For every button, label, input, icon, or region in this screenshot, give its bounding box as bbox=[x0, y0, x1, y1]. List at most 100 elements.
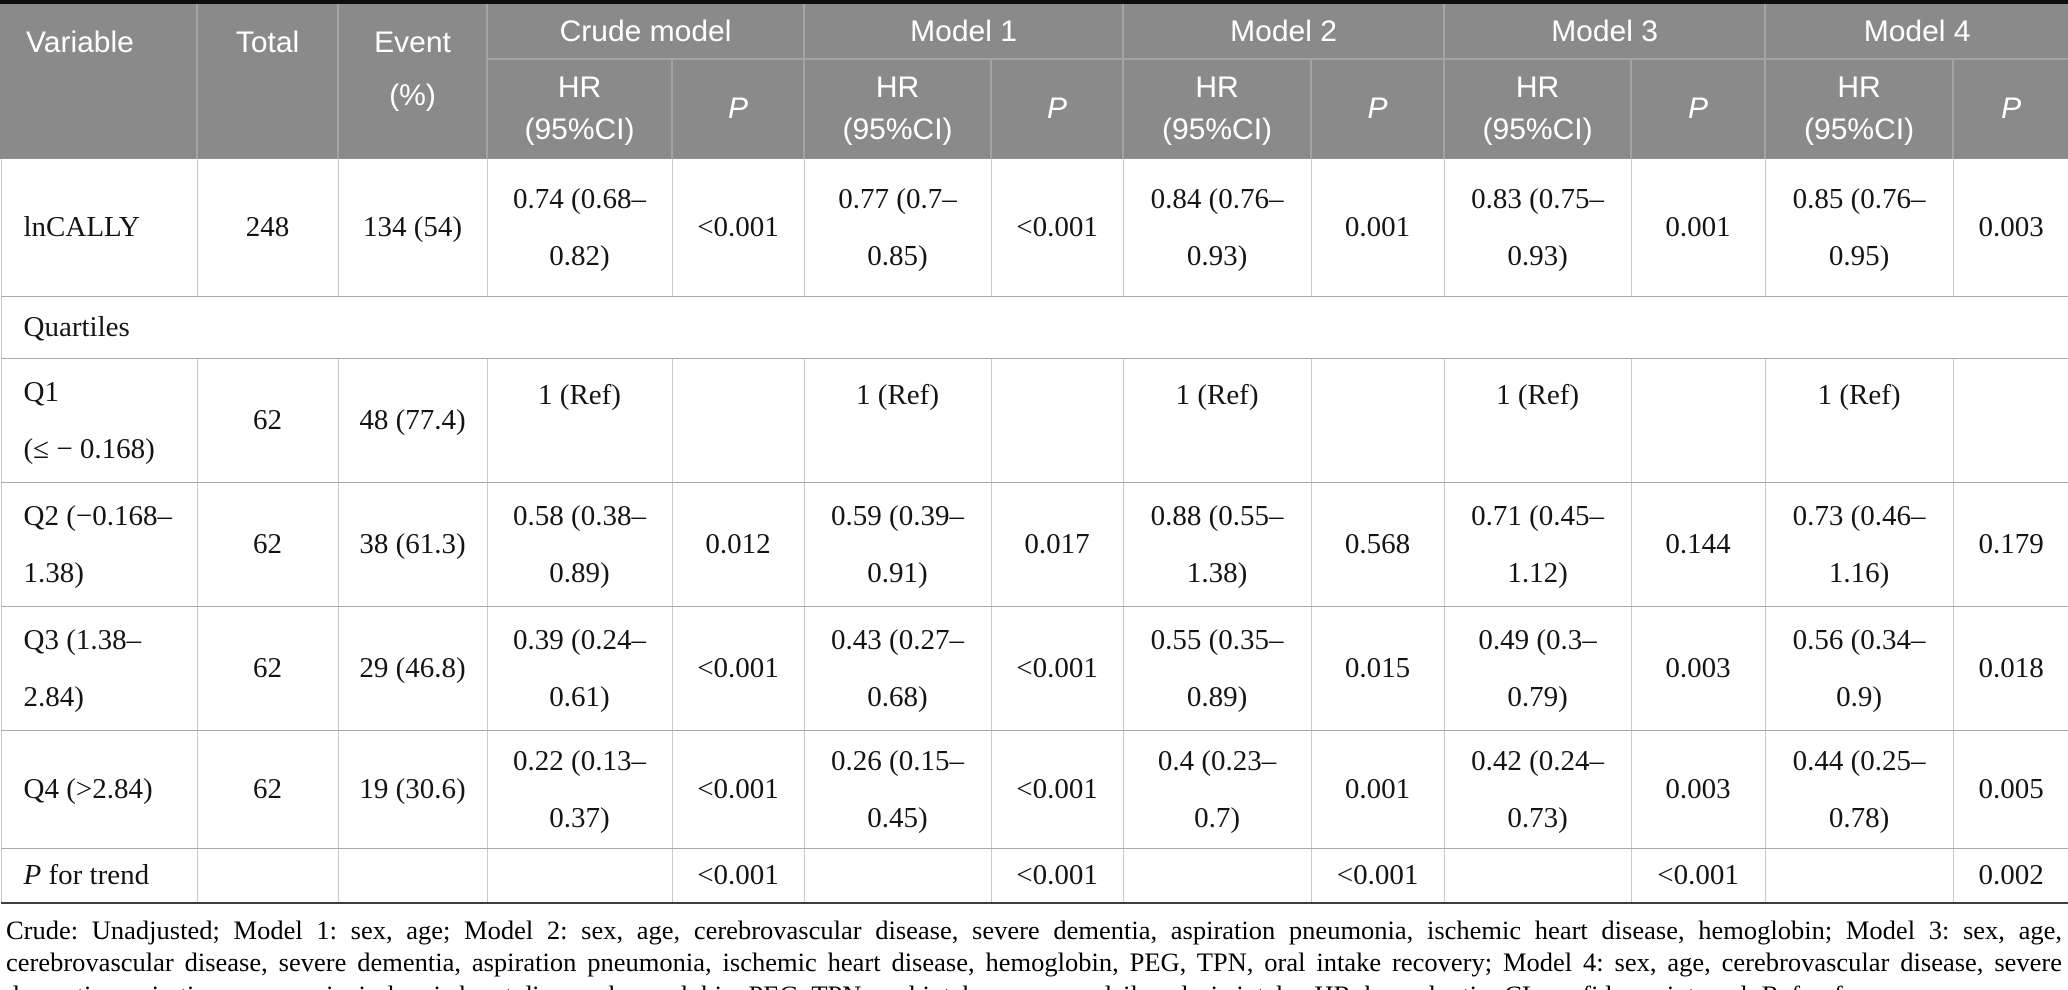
cell-lncally-p-crude: <0.001 bbox=[671, 158, 805, 297]
cell-q4-hr-m2: 0.4 (0.23– 0.7) bbox=[1122, 729, 1312, 850]
row-lncally: lnCALLY 248 134 (54) 0.74 (0.68– 0.82) <… bbox=[0, 158, 2068, 297]
cell-q4-hr-crude: 0.22 (0.13– 0.37) bbox=[486, 729, 673, 850]
cell-q4-hr-m3: 0.42 (0.24– 0.73) bbox=[1443, 729, 1632, 850]
cell-q1-hr-m4: 1 (Ref) bbox=[1764, 358, 1954, 483]
row-quartiles-label: Quartiles bbox=[0, 296, 2068, 359]
cell-q4-event: 19 (30.6) bbox=[337, 729, 488, 850]
cell-q3-p-crude: <0.001 bbox=[671, 606, 805, 731]
cell-q1-p-crude bbox=[671, 358, 805, 483]
cell-q2-total: 62 bbox=[196, 482, 339, 607]
header-variable: Variable bbox=[0, 1, 198, 159]
cell-lncally-hr-m3: 0.83 (0.75– 0.93) bbox=[1443, 158, 1632, 297]
cell-q1-total: 62 bbox=[196, 358, 339, 483]
row-q4: Q4 (>2.84) 62 19 (30.6) 0.22 (0.13– 0.37… bbox=[0, 729, 2068, 850]
cell-q3-hr-crude: 0.39 (0.24– 0.61) bbox=[486, 606, 673, 731]
cell-q1-hr-m3: 1 (Ref) bbox=[1443, 358, 1632, 483]
cell-q1-p-m3 bbox=[1630, 358, 1766, 483]
header-p-model-3: P bbox=[1630, 58, 1767, 159]
cell-q2-hr-m2: 0.88 (0.55– 1.38) bbox=[1122, 482, 1312, 607]
cell-lncally-hr-m4: 0.85 (0.76– 0.95) bbox=[1764, 158, 1954, 297]
cell-q3-p-m1: <0.001 bbox=[990, 606, 1124, 731]
cell-q3-hr-m1: 0.43 (0.27– 0.68) bbox=[803, 606, 992, 731]
cell-q4-variable: Q4 (>2.84) bbox=[0, 729, 198, 850]
cell-quartiles-label: Quartiles bbox=[0, 296, 2068, 359]
header-hr-model-2: HR (95%CI) bbox=[1122, 58, 1313, 159]
cell-lncally-p-m2: 0.001 bbox=[1310, 158, 1445, 297]
row-q3: Q3 (1.38– 2.84) 62 29 (46.8) 0.39 (0.24–… bbox=[0, 606, 2068, 731]
cell-trend-hr-m3 bbox=[1443, 848, 1632, 904]
header-p-model-1: P bbox=[990, 58, 1125, 159]
header-event: Event (%) bbox=[337, 1, 488, 159]
cell-q3-total: 62 bbox=[196, 606, 339, 731]
header-p-model-4: P bbox=[1952, 58, 2068, 159]
header-model-2: Model 2 bbox=[1122, 1, 1446, 60]
cell-q1-p-m2 bbox=[1310, 358, 1445, 483]
cell-trend-p-m1: <0.001 bbox=[990, 848, 1124, 904]
trend-label-text: for trend bbox=[41, 858, 150, 891]
hazard-ratio-results-table: Variable Total Event (%) Crude model Mod… bbox=[0, 0, 2068, 904]
cell-q3-p-m4: 0.018 bbox=[1952, 606, 2068, 731]
cell-q2-event: 38 (61.3) bbox=[337, 482, 488, 607]
header-hr-model-4: HR (95%CI) bbox=[1764, 58, 1955, 159]
header-row-models: Variable Total Event (%) Crude model Mod… bbox=[0, 1, 2068, 159]
cell-q4-p-m1: <0.001 bbox=[990, 729, 1124, 850]
header-crude-model: Crude model bbox=[485, 1, 806, 60]
cell-lncally-event: 134 (54) bbox=[337, 158, 488, 297]
header-hr-model-1: HR (95%CI) bbox=[803, 58, 993, 159]
cell-q4-total: 62 bbox=[196, 729, 339, 850]
cell-lncally-hr-m2: 0.84 (0.76– 0.93) bbox=[1122, 158, 1312, 297]
cell-q4-p-m4: 0.005 bbox=[1952, 729, 2068, 850]
cell-q1-hr-crude: 1 (Ref) bbox=[486, 358, 673, 483]
cell-q3-hr-m3: 0.49 (0.3– 0.79) bbox=[1443, 606, 1632, 731]
cell-q1-event: 48 (77.4) bbox=[337, 358, 488, 483]
cell-q2-hr-crude: 0.58 (0.38– 0.89) bbox=[486, 482, 673, 607]
header-hr-crude: HR (95%CI) bbox=[486, 58, 673, 159]
cell-q1-hr-m2: 1 (Ref) bbox=[1122, 358, 1312, 483]
cell-q2-p-m4: 0.179 bbox=[1952, 482, 2068, 607]
p-italic: P bbox=[23, 858, 42, 891]
cell-lncally-p-m1: <0.001 bbox=[990, 158, 1124, 297]
cell-trend-label: P for trend bbox=[0, 848, 198, 904]
cell-lncally-p-m3: 0.001 bbox=[1630, 158, 1766, 297]
cell-q2-variable: Q2 (−0.168– 1.38) bbox=[0, 482, 198, 607]
row-q2: Q2 (−0.168– 1.38) 62 38 (61.3) 0.58 (0.3… bbox=[0, 482, 2068, 607]
cell-q2-hr-m3: 0.71 (0.45– 1.12) bbox=[1443, 482, 1632, 607]
header-hr-model-3: HR (95%CI) bbox=[1443, 58, 1633, 159]
cell-q3-p-m3: 0.003 bbox=[1630, 606, 1766, 731]
table-body: lnCALLY 248 134 (54) 0.74 (0.68– 0.82) <… bbox=[0, 158, 2068, 904]
cell-q2-hr-m1: 0.59 (0.39– 0.91) bbox=[803, 482, 992, 607]
cell-q2-p-crude: 0.012 bbox=[671, 482, 805, 607]
cell-trend-hr-m2 bbox=[1122, 848, 1312, 904]
row-q1: Q1 (≤ − 0.168) 62 48 (77.4) 1 (Ref) 1 (R… bbox=[0, 358, 2068, 483]
cell-q4-hr-m4: 0.44 (0.25– 0.78) bbox=[1764, 729, 1954, 850]
header-model-3: Model 3 bbox=[1443, 1, 1767, 60]
cell-trend-p-crude: <0.001 bbox=[671, 848, 805, 904]
cell-trend-hr-crude bbox=[486, 848, 673, 904]
header-model-1: Model 1 bbox=[803, 1, 1125, 60]
cell-q2-p-m2: 0.568 bbox=[1310, 482, 1445, 607]
cell-trend-event bbox=[337, 848, 488, 904]
cell-q4-p-m3: 0.003 bbox=[1630, 729, 1766, 850]
cell-q3-p-m2: 0.015 bbox=[1310, 606, 1445, 731]
cell-q3-hr-m2: 0.55 (0.35– 0.89) bbox=[1122, 606, 1312, 731]
cell-q2-p-m1: 0.017 bbox=[990, 482, 1124, 607]
cell-q1-p-m1 bbox=[990, 358, 1124, 483]
cell-lncally-p-m4: 0.003 bbox=[1952, 158, 2068, 297]
cell-trend-total bbox=[196, 848, 339, 904]
cell-lncally-total: 248 bbox=[196, 158, 339, 297]
cell-q2-hr-m4: 0.73 (0.46– 1.16) bbox=[1764, 482, 1954, 607]
cell-q1-variable: Q1 (≤ − 0.168) bbox=[0, 358, 198, 483]
table-header: Variable Total Event (%) Crude model Mod… bbox=[0, 1, 2068, 159]
cell-lncally-hr-crude: 0.74 (0.68– 0.82) bbox=[486, 158, 673, 297]
header-row-measures: HR (95%CI) P HR (95%CI) P HR (95%CI) P H… bbox=[1, 58, 2068, 159]
cell-trend-p-m4: 0.002 bbox=[1952, 848, 2068, 904]
header-p-crude: P bbox=[670, 58, 806, 159]
header-total: Total bbox=[196, 1, 339, 159]
cell-q4-p-crude: <0.001 bbox=[671, 729, 805, 850]
header-model-4: Model 4 bbox=[1764, 1, 2068, 60]
cell-trend-p-m2: <0.001 bbox=[1310, 848, 1445, 904]
cell-q1-p-m4 bbox=[1952, 358, 2068, 483]
header-p-model-2: P bbox=[1310, 58, 1446, 159]
row-p-for-trend: P for trend <0.001 <0.001 <0.001 <0.001 … bbox=[0, 848, 2068, 904]
